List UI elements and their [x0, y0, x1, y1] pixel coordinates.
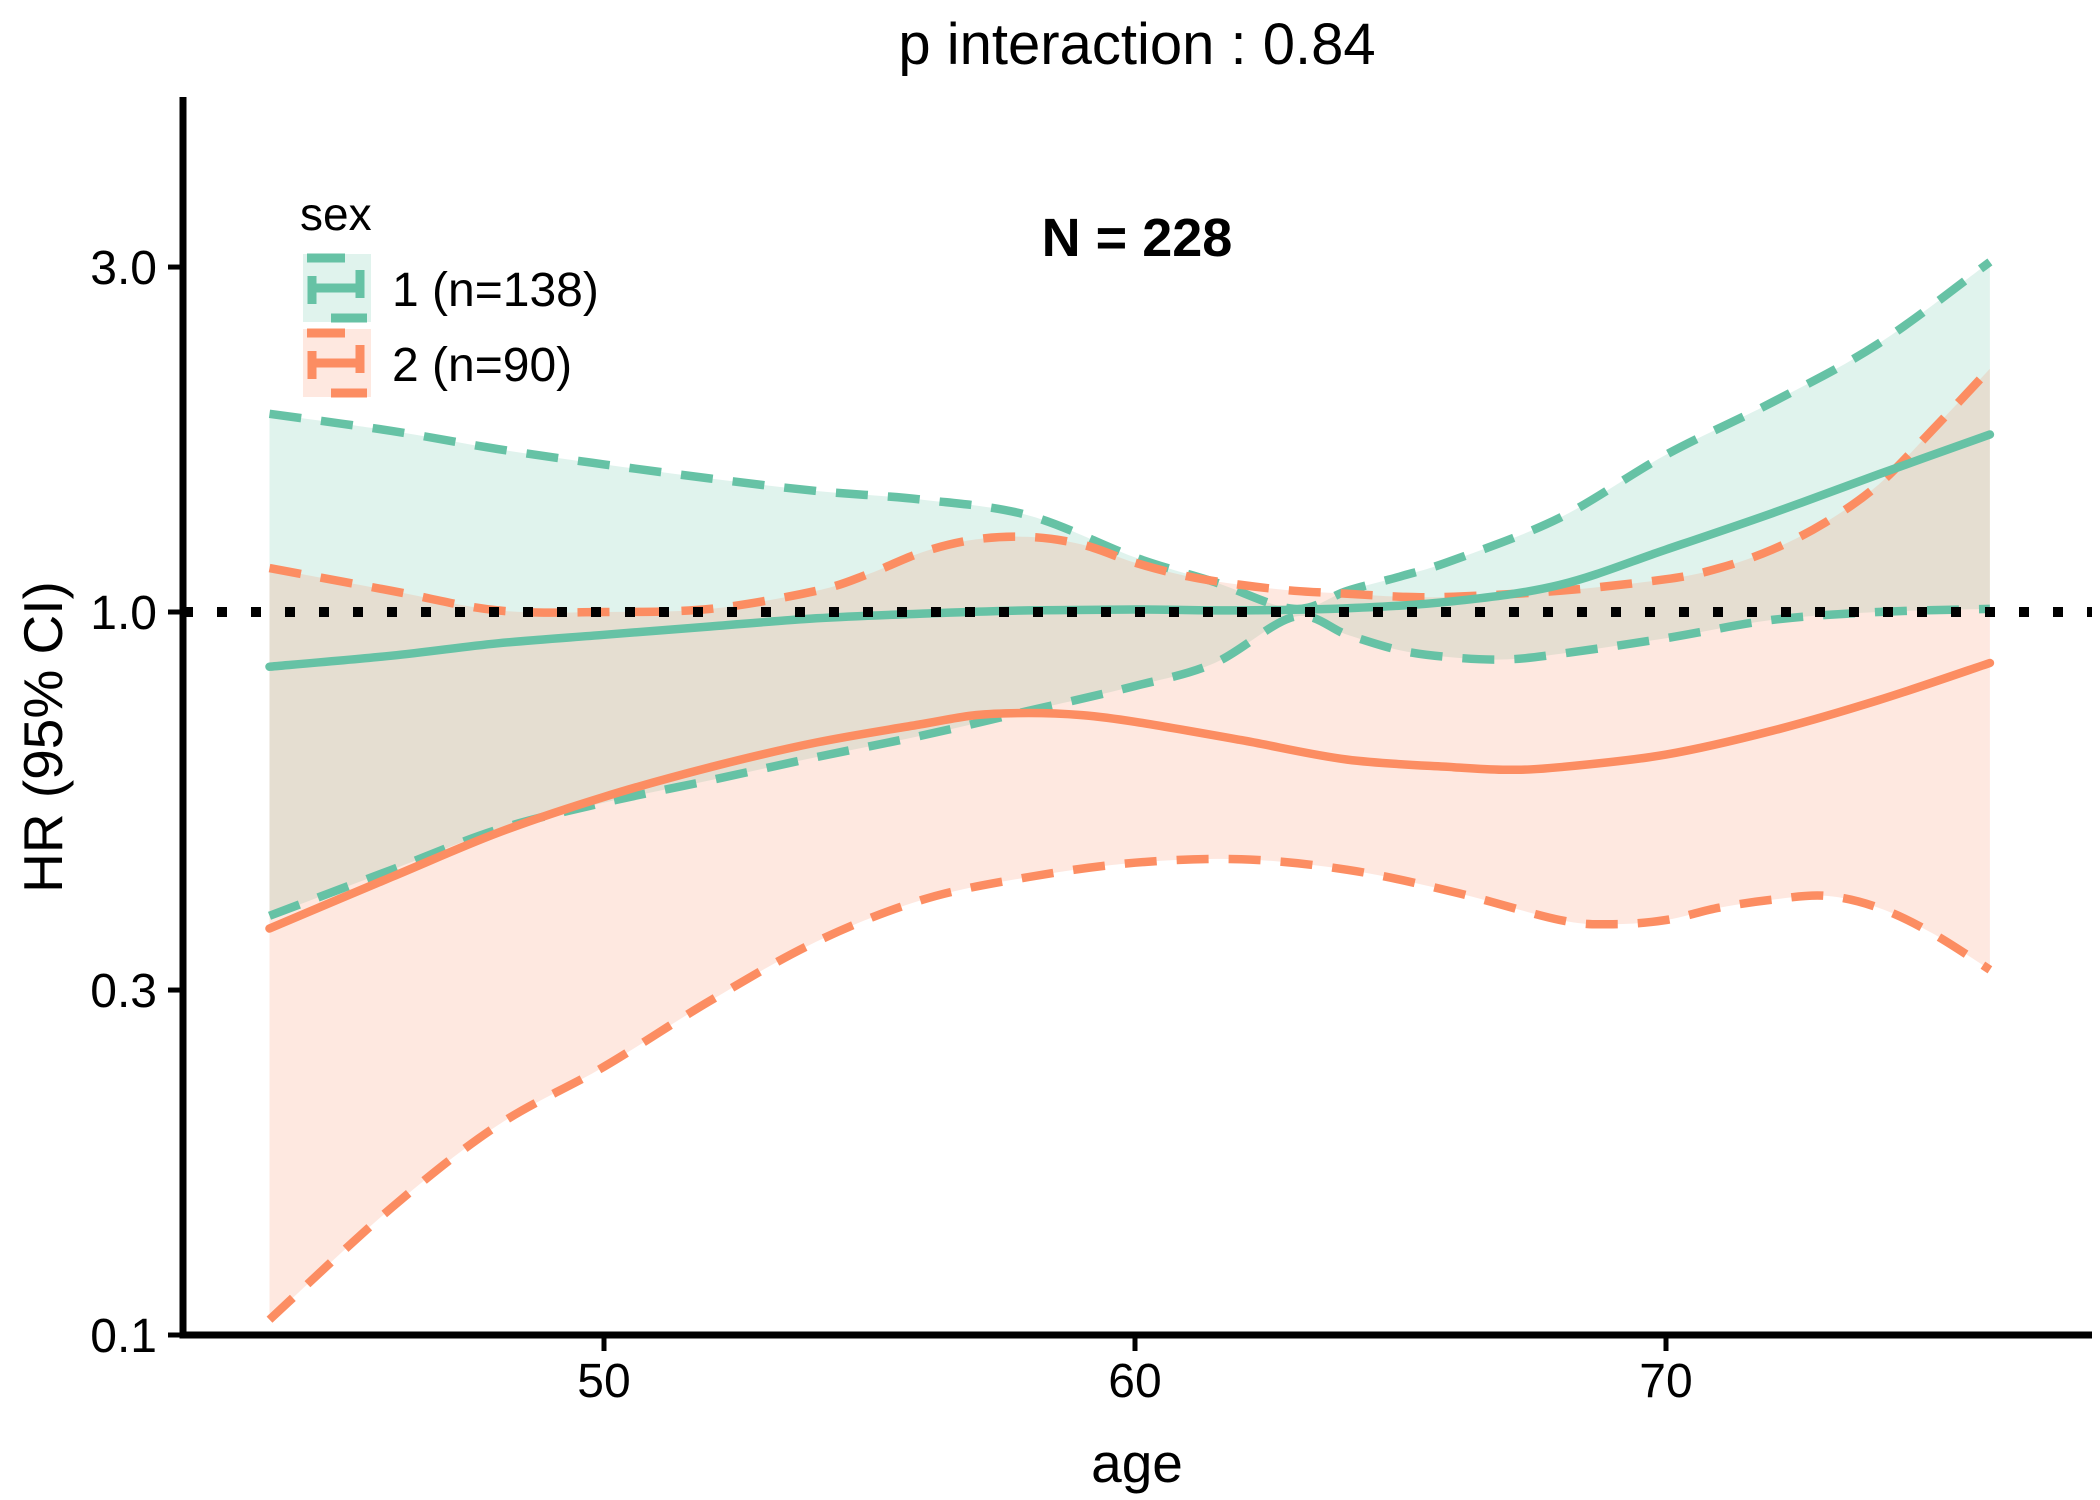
ci-upper-dashed-group-2 — [268, 365, 1994, 617]
x-tick-label: 70 — [1639, 1355, 1692, 1408]
y-tick-label: 0.3 — [90, 965, 157, 1018]
x-tick-label: 60 — [1108, 1355, 1161, 1408]
sample-size-annotation: N = 228 — [1042, 208, 1233, 268]
hr-mean-line-group-1 — [265, 430, 1995, 671]
x-axis-title: age — [1091, 1432, 1183, 1494]
hr-curves — [265, 258, 1995, 1323]
plot-title: p interaction : 0.84 — [898, 12, 1375, 77]
legend-item-2-label: 2 (n=90) — [392, 339, 572, 392]
ci-ribbon-group-2 — [269, 368, 1990, 1320]
ci-lower-dashed-group-2 — [266, 854, 1993, 1323]
legend: sex 1 (n=138) 2 (n=90) — [300, 188, 599, 398]
x-tick-label: 50 — [577, 1355, 630, 1408]
legend-key-1 — [303, 253, 371, 323]
legend-title: sex — [300, 188, 372, 240]
y-tick-label: 3.0 — [90, 242, 157, 295]
legend-key-2 — [303, 328, 371, 398]
axes: 3.0 1.0 0.3 0.1 50 60 70 — [90, 97, 2092, 1408]
y-tick-label: 1.0 — [90, 587, 157, 640]
y-axis-title: HR (95% CI) — [12, 581, 74, 893]
legend-item-1-label: 1 (n=138) — [392, 264, 599, 317]
ci-ribbon-group-1 — [269, 261, 1990, 916]
y-tick-label: 0.1 — [90, 1310, 157, 1363]
hr-mean-line-group-2 — [265, 658, 1995, 933]
ci-ribbons — [269, 261, 1990, 1320]
legend-keys — [303, 253, 371, 398]
